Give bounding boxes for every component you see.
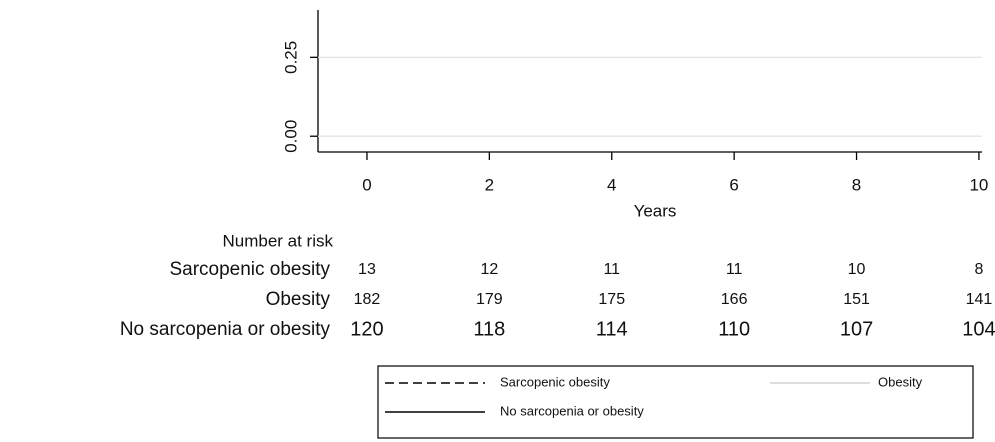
x-axis-label: Years bbox=[634, 201, 677, 220]
x-tick-label: 8 bbox=[852, 175, 861, 194]
x-tick-label: 4 bbox=[607, 175, 616, 194]
risk-value: 11 bbox=[726, 261, 743, 278]
risk-value: 114 bbox=[596, 318, 628, 340]
risk-value: 104 bbox=[962, 318, 995, 340]
legend-label: No sarcopenia or obesity bbox=[500, 403, 644, 418]
risk-value: 10 bbox=[848, 261, 866, 278]
x-tick-label: 2 bbox=[485, 175, 494, 194]
x-tick-label: 0 bbox=[362, 175, 371, 194]
risk-value: 12 bbox=[480, 261, 498, 278]
y-tick-label: 0.00 bbox=[281, 120, 300, 153]
risk-value: 110 bbox=[718, 318, 750, 340]
risk-value: 120 bbox=[350, 318, 383, 340]
x-tick-label: 10 bbox=[969, 175, 988, 194]
risk-value: 107 bbox=[840, 318, 873, 340]
risk-value: 11 bbox=[603, 261, 620, 278]
risk-value: 151 bbox=[843, 291, 870, 308]
risk-value: 118 bbox=[473, 318, 505, 340]
y-tick-label: 0.25 bbox=[281, 41, 300, 74]
x-tick-label: 6 bbox=[729, 175, 738, 194]
risk-title: Number at risk bbox=[222, 231, 333, 250]
risk-value: 8 bbox=[974, 261, 983, 278]
legend-label: Sarcopenic obesity bbox=[500, 374, 610, 389]
risk-row-name: No sarcopenia or obesity bbox=[120, 319, 331, 340]
risk-value: 166 bbox=[721, 291, 748, 308]
legend-label: Obesity bbox=[878, 374, 923, 389]
risk-value: 13 bbox=[358, 261, 376, 278]
risk-value: 175 bbox=[598, 291, 625, 308]
risk-row-name: Sarcopenic obesity bbox=[169, 259, 330, 280]
risk-value: 182 bbox=[354, 291, 381, 308]
risk-value: 141 bbox=[966, 291, 993, 308]
risk-row-name: Obesity bbox=[266, 289, 331, 310]
legend-box bbox=[377, 365, 974, 439]
risk-value: 179 bbox=[476, 291, 503, 308]
